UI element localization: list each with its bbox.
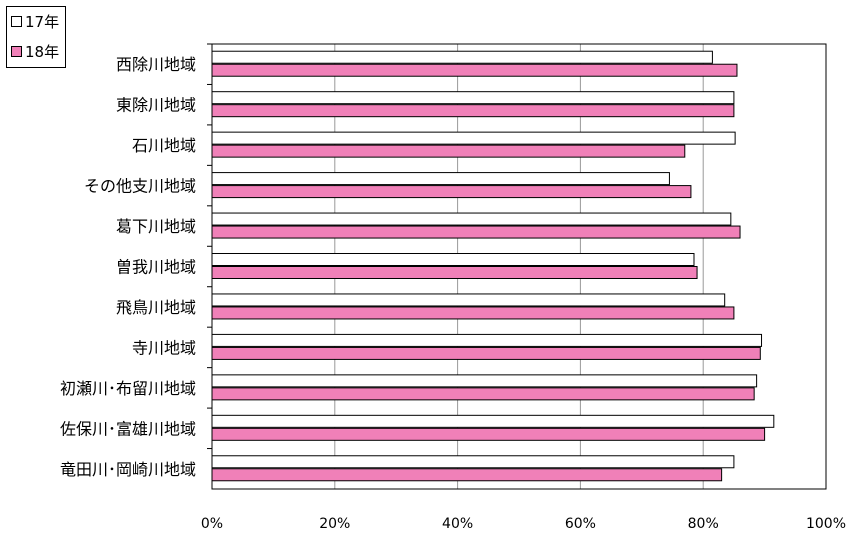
bar-18年-10 (211, 468, 723, 482)
bar-17年-4 (211, 212, 732, 226)
bar-18年-8 (211, 387, 755, 401)
category-label: 竜田川･岡崎川地域 (60, 460, 196, 479)
bar-17年-2 (211, 131, 736, 145)
legend-item-18: 18年 (11, 40, 59, 62)
x-tick-label: 100% (806, 516, 846, 532)
bar-18年-7 (211, 346, 761, 360)
x-tick-labels: 0% 20% 40% 60% 80% 100% (201, 516, 846, 532)
x-tick-label: 60% (565, 516, 596, 532)
bar-17年-8 (211, 374, 758, 388)
bar-17年-5 (211, 253, 695, 266)
bar-18年-0 (211, 63, 738, 77)
bar-18年-1 (211, 104, 735, 118)
category-label: 葛下川地域 (116, 217, 196, 236)
category-label: 東除川地域 (116, 96, 196, 115)
bar-17年-6 (211, 293, 726, 307)
legend: 17年 18年 (6, 6, 66, 68)
legend-item-17: 17年 (11, 10, 59, 32)
legend-swatch-18 (11, 45, 22, 57)
bar-17年-7 (211, 333, 763, 347)
bar-17年-0 (211, 50, 713, 64)
bar-18年-5 (211, 266, 698, 279)
category-label: 飛鳥川地域 (116, 298, 196, 317)
category-label: 西除川地域 (116, 55, 196, 74)
legend-swatch-17 (11, 15, 22, 27)
category-label: 初瀬川･布留川地域 (60, 379, 196, 398)
bar-18年-2 (211, 144, 686, 158)
category-label: 曽我川地域 (116, 258, 196, 277)
legend-label-17: 17年 (25, 12, 60, 31)
bar-17年-9 (211, 414, 775, 428)
category-labels: 西除川地域東除川地域石川地域その他支川地域葛下川地域曽我川地域飛鳥川地域寺川地域… (60, 43, 212, 479)
bar-18年-4 (211, 225, 741, 239)
bar-17年-1 (211, 91, 735, 105)
bar-18年-9 (211, 427, 766, 441)
plot-area (211, 43, 827, 490)
legend-label-18: 18年 (25, 42, 60, 61)
bar-18年-3 (211, 185, 692, 199)
category-label: 寺川地域 (132, 338, 196, 357)
category-label: 佐保川･富雄川地域 (60, 419, 196, 438)
bar-17年-10 (211, 455, 735, 469)
bar-marks (211, 50, 775, 482)
bar-18年-6 (211, 306, 735, 320)
x-tick-label: 0% (201, 516, 223, 532)
x-tick-label: 20% (319, 516, 350, 532)
category-label: 石川地域 (132, 136, 196, 155)
category-label: その他支川地域 (84, 177, 196, 196)
x-tick-label: 80% (688, 516, 719, 532)
x-tick-label: 40% (442, 516, 473, 532)
bar-17年-3 (211, 172, 670, 186)
